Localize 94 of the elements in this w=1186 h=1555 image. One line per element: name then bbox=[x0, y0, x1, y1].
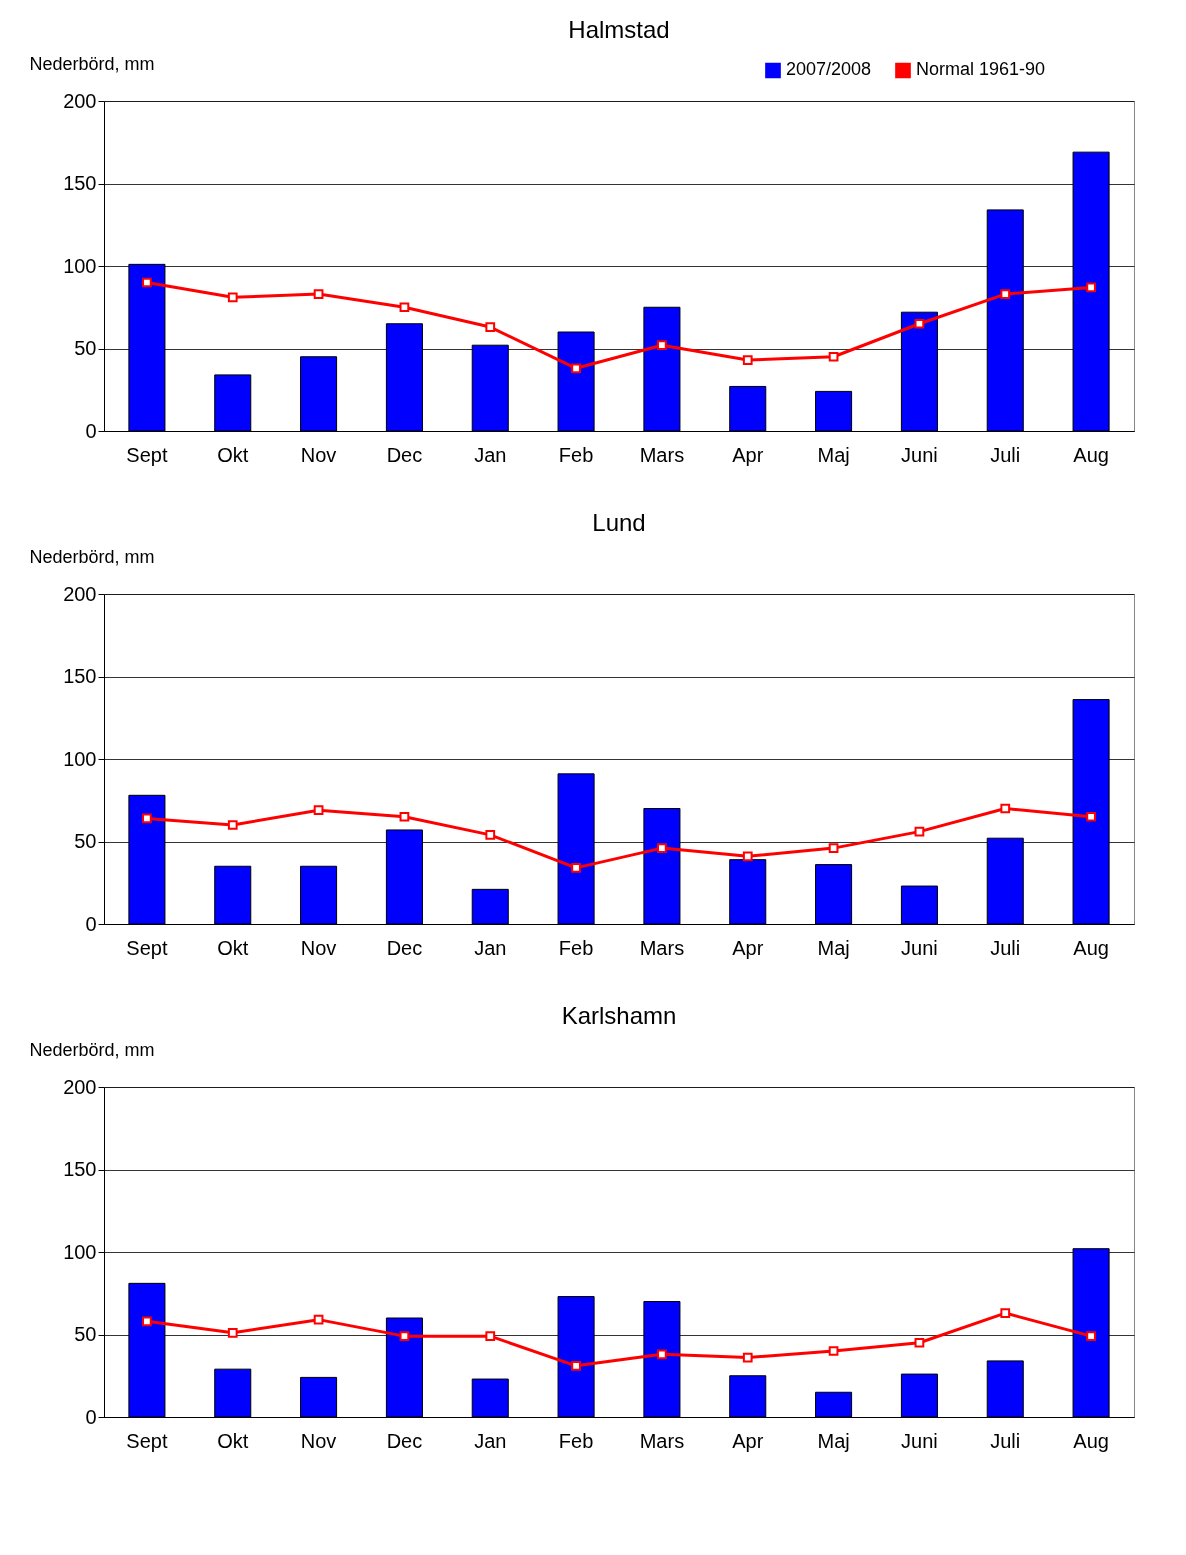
y-tick-label: 50 bbox=[74, 830, 97, 852]
x-tick-label: Feb bbox=[558, 936, 594, 959]
x-tick-label: Nov bbox=[300, 1429, 337, 1452]
y-axis-title: Nederbörd, mm bbox=[29, 546, 155, 567]
chart-title: Halmstad bbox=[568, 16, 670, 43]
point bbox=[142, 277, 152, 288]
x-tick-label: Nov bbox=[300, 936, 337, 959]
point bbox=[1000, 289, 1011, 299]
point bbox=[399, 1331, 410, 1342]
point bbox=[742, 851, 753, 862]
x-tick-label: Juni bbox=[901, 1429, 938, 1452]
point bbox=[1000, 1308, 1011, 1318]
x-tick-label: Maj bbox=[817, 1429, 850, 1452]
point bbox=[227, 292, 238, 303]
point bbox=[142, 1316, 152, 1327]
x-tick-label: Maj bbox=[817, 936, 850, 959]
x-tick-label: Juli bbox=[990, 443, 1021, 466]
x-tick-label: Okt bbox=[217, 936, 249, 959]
point bbox=[657, 1349, 667, 1360]
point bbox=[1000, 803, 1011, 814]
x-tick-label: Dec bbox=[386, 1429, 423, 1452]
x-tick-label: Jan bbox=[474, 936, 507, 959]
point bbox=[485, 1331, 496, 1342]
x-tick-label: Juli bbox=[990, 1429, 1021, 1452]
x-tick-label: Juli bbox=[990, 936, 1021, 959]
point bbox=[313, 805, 324, 816]
x-tick-label: Dec bbox=[386, 936, 423, 959]
point bbox=[571, 363, 581, 374]
y-tick-label: 100 bbox=[63, 747, 97, 770]
legend-label: Normal 1961-90 bbox=[916, 59, 1046, 80]
x-tick-label: Apr bbox=[732, 443, 764, 466]
x-tick-label: Mars bbox=[639, 443, 685, 466]
y-tick-label: 150 bbox=[63, 172, 97, 194]
point bbox=[1086, 1331, 1096, 1342]
chart-title: Lund bbox=[592, 509, 646, 536]
x-tick-label: Sept bbox=[126, 936, 168, 959]
x-tick-label: Mars bbox=[639, 1429, 685, 1452]
legend-label: 2007/2008 bbox=[786, 59, 872, 80]
point bbox=[828, 351, 839, 362]
x-tick-label: Okt bbox=[217, 1429, 249, 1452]
point bbox=[742, 355, 753, 365]
x-tick-label: Nov bbox=[300, 443, 337, 466]
x-tick-label: Aug bbox=[1073, 443, 1109, 466]
point bbox=[313, 1314, 324, 1325]
x-tick-label: Okt bbox=[217, 443, 249, 466]
y-tick-label: 50 bbox=[74, 337, 97, 359]
point bbox=[313, 289, 324, 299]
y-tick-label: 100 bbox=[63, 254, 97, 277]
chart-title: Karlshamn bbox=[561, 1002, 677, 1029]
x-tick-label: Sept bbox=[126, 1429, 168, 1452]
point bbox=[742, 1352, 753, 1363]
y-axis-title: Nederbörd, mm bbox=[29, 53, 155, 74]
point bbox=[399, 302, 410, 313]
y-tick-label: 0 bbox=[85, 1405, 97, 1428]
y-tick-label: 150 bbox=[63, 1158, 97, 1180]
point bbox=[1086, 282, 1096, 293]
x-tick-label: Jan bbox=[474, 443, 507, 466]
x-tick-label: Maj bbox=[817, 443, 850, 466]
x-tick-label: Aug bbox=[1073, 936, 1109, 959]
x-tick-label: Juni bbox=[901, 443, 938, 466]
point bbox=[227, 820, 238, 830]
x-tick-label: Mars bbox=[639, 936, 685, 959]
x-tick-label: Jan bbox=[474, 1429, 507, 1452]
point bbox=[571, 863, 581, 873]
x-tick-label: Feb bbox=[558, 443, 594, 466]
y-tick-label: 0 bbox=[85, 912, 97, 935]
point bbox=[485, 830, 496, 840]
point bbox=[657, 843, 667, 853]
x-tick-label: Dec bbox=[386, 443, 423, 466]
point bbox=[914, 1337, 925, 1348]
x-tick-label: Feb bbox=[558, 1429, 594, 1452]
point bbox=[227, 1327, 238, 1338]
y-tick-label: 200 bbox=[63, 1075, 97, 1098]
y-tick-label: 200 bbox=[63, 89, 97, 112]
point bbox=[485, 322, 496, 332]
point bbox=[1086, 811, 1096, 822]
y-axis-title: Nederbörd, mm bbox=[29, 1039, 155, 1060]
point bbox=[828, 1346, 839, 1356]
x-tick-label: Sept bbox=[126, 443, 168, 466]
y-tick-label: 100 bbox=[63, 1240, 97, 1263]
y-tick-label: 200 bbox=[63, 582, 97, 605]
x-tick-label: Apr bbox=[732, 936, 764, 959]
x-tick-label: Juni bbox=[901, 936, 938, 959]
x-tick-label: Aug bbox=[1073, 1429, 1109, 1452]
point bbox=[914, 318, 925, 329]
point bbox=[828, 843, 839, 853]
point bbox=[571, 1360, 581, 1371]
y-tick-label: 50 bbox=[74, 1323, 97, 1345]
point bbox=[142, 813, 152, 824]
y-tick-label: 0 bbox=[85, 419, 97, 442]
point bbox=[399, 811, 410, 822]
x-tick-label: Apr bbox=[732, 1429, 764, 1452]
point bbox=[657, 340, 667, 351]
y-tick-label: 150 bbox=[63, 665, 97, 687]
